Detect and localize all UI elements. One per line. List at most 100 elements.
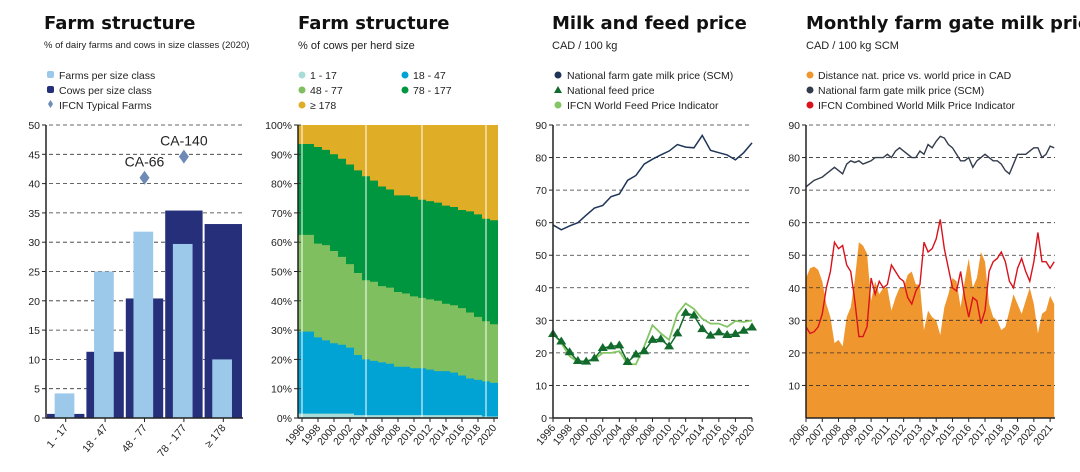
x-tick-label: 2020 bbox=[733, 422, 757, 448]
bar-farms bbox=[54, 393, 75, 418]
x-tick-label: 48 - 77 bbox=[120, 422, 150, 455]
legend-swatch bbox=[554, 71, 562, 79]
y-tick-label: 80% bbox=[271, 179, 292, 191]
legend-label: Cows per size class bbox=[59, 85, 152, 97]
typical-farm-marker bbox=[178, 149, 189, 164]
y-tick-label: 70 bbox=[535, 185, 547, 197]
legend-label: IFCN World Feed Price Indicator bbox=[567, 100, 719, 112]
x-tick-label: 78 - 177 bbox=[155, 422, 189, 459]
y-tick-label: 0% bbox=[277, 413, 292, 425]
feed-price-marker bbox=[639, 346, 650, 355]
bar-farms bbox=[133, 231, 154, 418]
y-tick-label: 20 bbox=[28, 296, 40, 308]
chart-title: Farm structure bbox=[44, 13, 195, 34]
line-series-1 bbox=[805, 135, 1055, 188]
feed-price-marker bbox=[572, 356, 583, 365]
feed-price-marker bbox=[688, 310, 699, 319]
chart-subtitle: CAD / 100 kg SCM bbox=[806, 40, 899, 52]
feed-price-marker bbox=[722, 329, 733, 338]
y-tick-label: 50 bbox=[28, 120, 40, 132]
legend-swatch bbox=[401, 71, 409, 79]
y-tick-label: 30 bbox=[28, 237, 40, 249]
legend-swatch-cows bbox=[47, 86, 54, 93]
feed-price-marker bbox=[664, 341, 675, 350]
legend-swatch bbox=[401, 86, 409, 94]
bar-farms bbox=[94, 271, 114, 418]
feed-price-marker bbox=[672, 328, 683, 337]
x-tick-label: 18 - 47 bbox=[80, 422, 110, 455]
feed-price-marker bbox=[680, 307, 691, 316]
legend-label: 78 - 177 bbox=[413, 85, 452, 97]
feed-price-marker bbox=[655, 334, 666, 343]
y-tick-label: 5 bbox=[34, 384, 40, 396]
typical-farm-label: CA-140 bbox=[160, 133, 208, 149]
panel-farm-structure-herd-size: Farm structure % of cows per herd size 1… bbox=[265, 13, 499, 448]
x-tick-label: 2021 bbox=[1031, 422, 1055, 448]
chart-title: Farm structure bbox=[298, 13, 449, 34]
feed-price-marker bbox=[581, 356, 592, 365]
chart-title: Milk and feed price bbox=[552, 13, 747, 34]
y-tick-label: 20 bbox=[535, 348, 547, 360]
y-tick-label: 50% bbox=[271, 267, 292, 279]
y-tick-label: 90 bbox=[535, 120, 547, 132]
feed-price-marker bbox=[606, 341, 617, 350]
y-tick-label: 40 bbox=[28, 179, 40, 191]
legend-swatch bbox=[554, 101, 562, 109]
x-tick-label: 2020 bbox=[475, 422, 499, 448]
y-tick-label: 70% bbox=[271, 208, 292, 220]
feed-price-marker bbox=[713, 327, 724, 336]
y-tick-label: 70 bbox=[788, 185, 800, 197]
feed-price-marker bbox=[738, 325, 749, 334]
legend-label: 48 - 77 bbox=[310, 85, 343, 97]
y-tick-label: 10 bbox=[535, 380, 547, 392]
y-tick-label: 10 bbox=[28, 354, 40, 366]
legend-swatch bbox=[298, 101, 306, 109]
y-tick-label: 0 bbox=[34, 413, 40, 425]
feed-price-marker bbox=[705, 330, 716, 339]
bar-farms bbox=[172, 243, 193, 418]
legend-swatch bbox=[298, 71, 306, 79]
y-tick-label: 40 bbox=[535, 283, 547, 295]
area-distance bbox=[806, 242, 1055, 418]
legend-label: Farms per size class bbox=[59, 70, 155, 82]
feed-price-marker bbox=[589, 353, 600, 362]
legend-swatch bbox=[806, 71, 814, 79]
y-tick-label: 15 bbox=[28, 325, 40, 337]
y-tick-label: 90% bbox=[271, 149, 292, 161]
chart-subtitle: CAD / 100 kg bbox=[552, 40, 617, 52]
legend-swatch bbox=[298, 86, 306, 94]
feed-price-marker bbox=[564, 347, 575, 356]
y-tick-label: 60 bbox=[788, 218, 800, 230]
legend-label: IFCN Typical Farms bbox=[59, 100, 152, 112]
chart-subtitle: % of dairy farms and cows in size classe… bbox=[44, 40, 249, 51]
y-tick-label: 40% bbox=[271, 296, 292, 308]
y-tick-label: 30 bbox=[788, 315, 800, 327]
y-tick-label: 25 bbox=[28, 267, 40, 279]
y-tick-label: 80 bbox=[788, 153, 800, 165]
panel-farm-structure-size-classes: Farm structure % of dairy farms and cows… bbox=[28, 13, 249, 459]
legend-label: Distance nat. price vs. world price in C… bbox=[818, 70, 1012, 82]
y-tick-label: 50 bbox=[788, 250, 800, 262]
legend-label: National farm gate milk price (SCM) bbox=[818, 85, 984, 97]
y-tick-label: 0 bbox=[541, 413, 547, 425]
chart-title: Monthly farm gate milk price bbox=[806, 13, 1080, 34]
area-18-47 bbox=[298, 331, 498, 418]
panel-milk-feed-price: Milk and feed price CAD / 100 kg Nationa… bbox=[534, 13, 757, 448]
y-tick-label: 50 bbox=[535, 250, 547, 262]
y-tick-label: 40 bbox=[788, 283, 800, 295]
x-tick-label: ≥ 178 bbox=[203, 422, 229, 450]
x-tick-label: 1 - 17 bbox=[45, 422, 72, 450]
feed-price-marker bbox=[614, 340, 625, 349]
feed-price-marker bbox=[622, 357, 633, 366]
y-tick-label: 60 bbox=[535, 218, 547, 230]
legend-label: National farm gate milk price (SCM) bbox=[567, 70, 733, 82]
y-tick-label: 30% bbox=[271, 325, 292, 337]
typical-farm-marker bbox=[139, 170, 150, 185]
feed-price-marker bbox=[730, 329, 741, 338]
line-series-2 bbox=[805, 219, 1055, 338]
feed-price-marker bbox=[747, 322, 757, 331]
legend-triangle-icon bbox=[554, 86, 562, 93]
area-1-17 bbox=[298, 413, 498, 418]
legend-label: National feed price bbox=[567, 85, 655, 97]
